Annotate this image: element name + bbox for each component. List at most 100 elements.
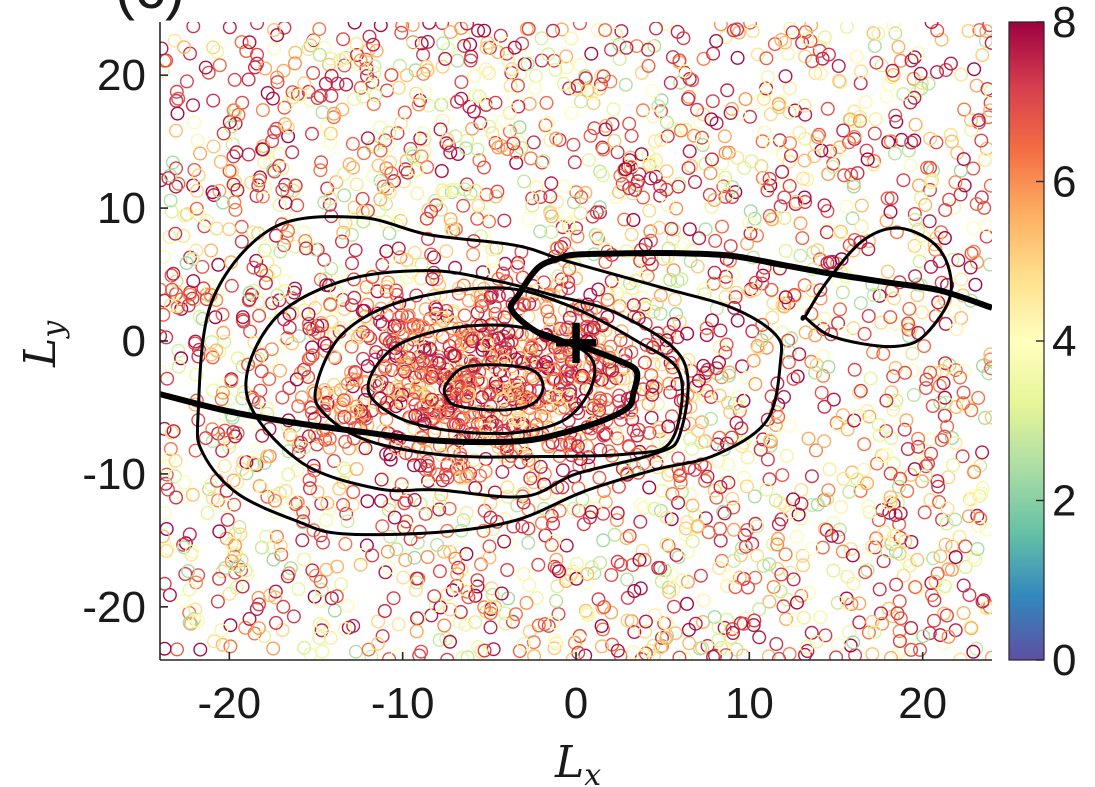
scatter-point	[347, 92, 362, 107]
scatter-point	[273, 538, 288, 553]
scatter-point	[620, 466, 635, 481]
scatter-point	[526, 475, 541, 490]
scatter-point	[745, 324, 760, 339]
scatter-point	[500, 480, 515, 495]
scatter-point	[537, 466, 552, 481]
scatter-point	[477, 23, 492, 38]
scatter-point	[468, 588, 483, 603]
scatter-point	[274, 547, 289, 562]
scatter-point	[374, 301, 389, 316]
scatter-point	[328, 386, 343, 401]
scatter-point	[326, 300, 341, 315]
scatter-point	[206, 188, 221, 203]
scatter-point	[276, 599, 291, 614]
scatter-point	[747, 613, 762, 628]
scatter-point	[900, 553, 915, 568]
scatter-point	[663, 272, 678, 287]
scatter-point	[316, 535, 331, 550]
scatter-point	[681, 622, 696, 637]
scatter-point	[279, 230, 294, 245]
scatter-point	[329, 285, 344, 300]
scatter-point	[375, 629, 390, 644]
scatter-point	[349, 404, 364, 419]
scatter-point	[836, 123, 851, 138]
scatter-point	[907, 462, 922, 477]
scatter-point	[566, 564, 581, 579]
scatter-point	[646, 156, 661, 171]
scatter-point	[830, 638, 845, 653]
scatter-point	[427, 589, 442, 604]
scatter-point	[418, 302, 433, 317]
scatter-point	[673, 475, 688, 490]
scatter-point	[562, 219, 577, 234]
scatter-point	[598, 23, 613, 38]
scatter-point	[262, 372, 277, 387]
scatter-point	[671, 462, 686, 477]
scatter-point	[547, 559, 562, 574]
scatter-point	[793, 248, 808, 263]
scatter-point	[495, 266, 510, 281]
scatter-point	[163, 298, 178, 313]
scatter-point	[160, 522, 174, 536]
scatter-point	[960, 398, 975, 413]
scatter-point	[648, 134, 663, 149]
scatter-point	[598, 122, 613, 137]
scatter-point	[483, 288, 498, 303]
scatter-point	[408, 164, 423, 179]
scatter-point	[632, 552, 647, 567]
scatter-point	[386, 591, 401, 606]
scatter-point	[161, 171, 176, 186]
scatter-point	[798, 325, 813, 340]
scatter-point	[411, 97, 426, 112]
scatter-point	[421, 478, 436, 493]
scatter-point	[731, 390, 746, 405]
scatter-point	[386, 383, 401, 398]
scatter-point	[285, 85, 300, 100]
scatter-point	[971, 390, 986, 405]
scatter-point	[719, 337, 734, 352]
scatter-point	[372, 203, 387, 218]
scatter-point	[323, 297, 338, 312]
scatter-point	[915, 228, 930, 243]
scatter-point	[296, 225, 311, 240]
scatter-point	[982, 22, 992, 33]
scatter-point	[521, 453, 536, 468]
scatter-point	[921, 76, 936, 91]
scatter-point	[497, 606, 512, 621]
scatter-point	[786, 492, 801, 507]
scatter-point	[930, 566, 945, 581]
scatter-point	[804, 498, 819, 513]
scatter-point	[726, 626, 741, 641]
scatter-point	[266, 552, 281, 567]
scatter-point	[956, 396, 971, 411]
scatter-point	[227, 546, 242, 561]
scatter-point	[914, 75, 929, 90]
scatter-point	[428, 598, 443, 613]
scatter-point	[908, 212, 923, 227]
scatter-point	[526, 635, 541, 650]
scatter-point	[771, 100, 786, 115]
colorbar-tick-label: 4	[1052, 317, 1076, 366]
scatter-point	[337, 410, 352, 425]
scatter-point	[189, 367, 204, 382]
scatter-point	[546, 23, 561, 38]
scatter-point	[777, 190, 792, 205]
scatter-point	[267, 23, 282, 38]
scatter-point	[482, 214, 497, 229]
scatter-point	[305, 126, 320, 141]
scatter-point	[680, 596, 695, 611]
scatter-point	[980, 82, 992, 96]
scatter-point	[338, 434, 353, 449]
scatter-point	[906, 388, 921, 403]
scatter-point	[206, 93, 221, 108]
scatter-point	[209, 343, 224, 358]
scatter-point	[322, 440, 337, 455]
scatter-point	[633, 514, 648, 529]
scatter-point	[746, 353, 761, 368]
scatter-point	[808, 365, 823, 380]
scatter-point	[460, 468, 475, 483]
scatter-point	[206, 40, 221, 55]
scatter-point	[637, 355, 652, 370]
scatter-point	[853, 76, 868, 91]
scatter-point	[228, 116, 243, 131]
